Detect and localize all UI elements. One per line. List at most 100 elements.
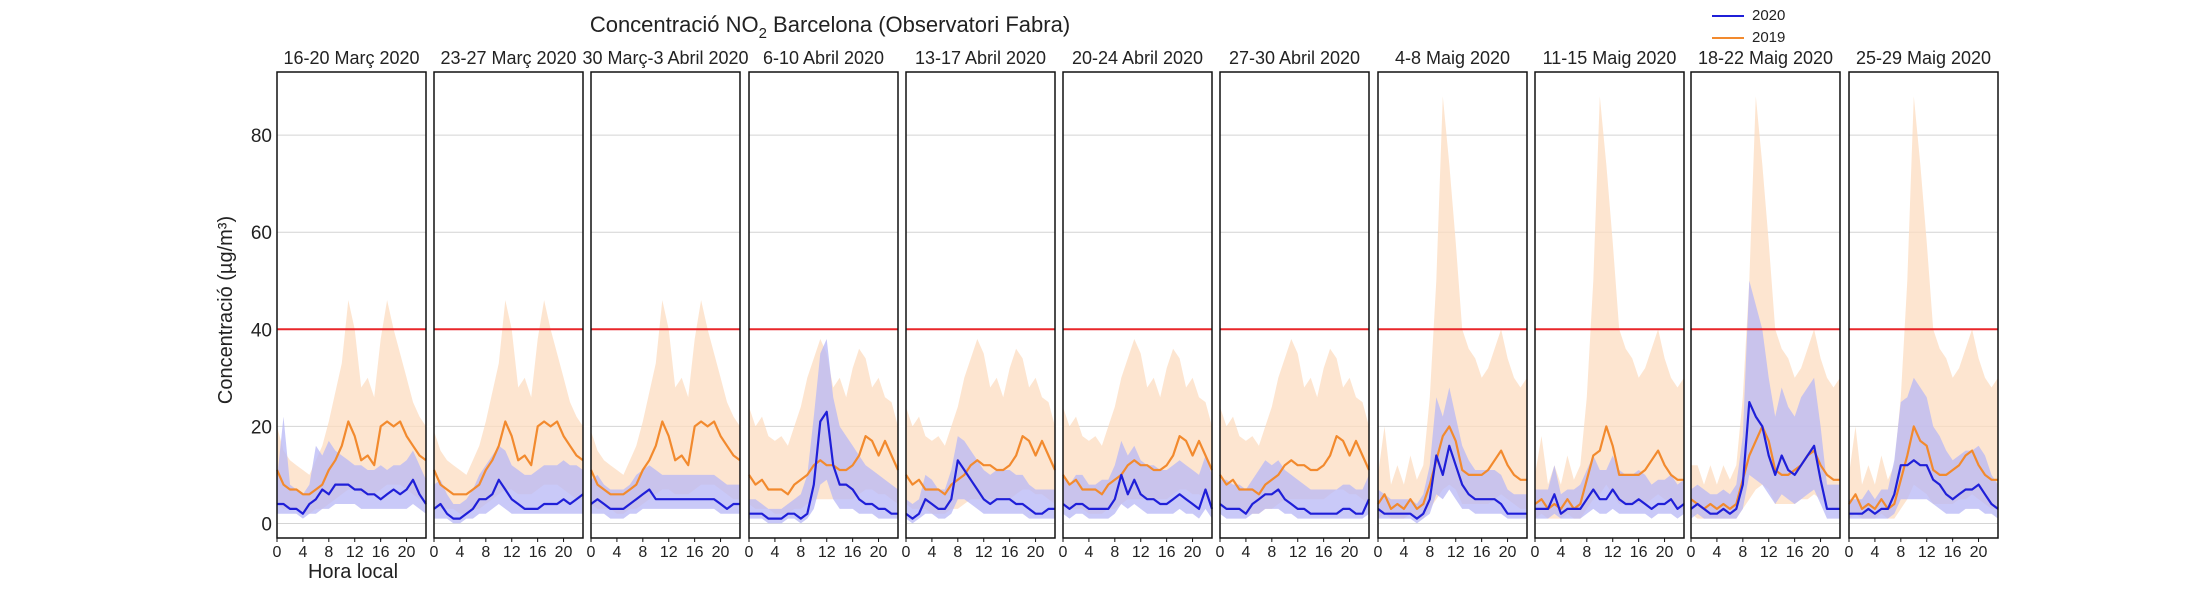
panel-frame [1848,71,1999,539]
band-2020 [1691,280,1840,519]
x-tick-label: 4 [1556,544,1565,561]
x-tick-label: 4 [298,544,307,561]
x-tick-label: 8 [1582,544,1591,561]
panel-title: 16-20 Març 2020 [283,48,419,68]
x-tick-label: 20 [555,544,573,561]
x-tick-label: 8 [796,544,805,561]
x-tick-label: 0 [1687,544,1696,561]
series-2020-line [1535,488,1685,515]
x-tick-label: 16 [1473,544,1491,561]
panel-frame [1062,71,1213,539]
panel: 16-20 Març 2020 0 4 8 12 16 20 [273,48,427,561]
band-2020 [1220,460,1369,519]
x-tick-label: 20 [1499,544,1517,561]
band-2020 [749,339,898,524]
panel-title: 11-15 Maig 2020 [1543,48,1677,68]
x-tick-label: 8 [1425,544,1434,561]
panel-title: 20-24 Abril 2020 [1072,48,1203,68]
panel: 20-24 Abril 2020 0 4 8 12 16 20 [1059,48,1214,561]
series-2019-line [275,420,427,496]
y-tick-label: 80 [251,126,272,147]
x-tick-label: 16 [529,544,547,561]
x-tick-label: 0 [273,544,282,561]
x-tick-label: 12 [975,544,993,561]
chart-title-subscript: 2 [759,25,767,42]
x-tick-label: 8 [638,544,647,561]
panel-frame [1377,71,1528,539]
legend: 2020 2019 [1712,7,1785,46]
panel-title: 4-8 Maig 2020 [1395,48,1510,68]
series-2020-line [277,478,427,515]
x-tick-label: 8 [1267,544,1276,561]
x-tick-label: 0 [902,544,911,561]
panel: 23-27 Març 2020 0 4 8 12 16 20 [430,48,584,561]
x-tick-label: 8 [324,544,333,561]
x-tick-label: 20 [870,544,888,561]
x-tick-label: 16 [1944,544,1962,561]
panel: 11-15 Maig 2020 0 4 8 12 16 20 [1531,48,1685,561]
x-tick-label: 16 [844,544,862,561]
x-tick-label: 4 [1399,544,1408,561]
x-tick-label: 20 [712,544,730,561]
x-tick-label: 8 [1738,544,1747,561]
legend-label-2020: 2020 [1752,7,1785,24]
x-tick-label: 0 [1845,544,1854,561]
x-tick-label: 12 [818,544,836,561]
band-2019 [1378,96,1527,519]
x-tick-label: 12 [1132,544,1150,561]
panel: 27-30 Abril 2020 0 4 8 12 16 20 [1216,48,1371,561]
series-2019-line [1377,425,1527,510]
series-2019-line [589,420,741,496]
panel-title: 6-10 Abril 2020 [763,48,884,68]
x-tick-label: 0 [1216,544,1225,561]
series-2020-line [749,410,898,520]
series-2019-line [748,435,900,496]
y-tick-label: 20 [251,417,272,438]
x-tick-label: 0 [1531,544,1540,561]
series-2019-line [1848,425,1998,510]
x-tick-label: 12 [1289,544,1307,561]
panel-title: 27-30 Abril 2020 [1229,48,1360,68]
panel-frame [748,71,899,539]
y-axis-label: Concentració (µg/m³) [215,216,237,404]
x-tick-label: 20 [398,544,416,561]
panel-title: 13-17 Abril 2020 [915,48,1046,68]
x-tick-label: 16 [1786,544,1804,561]
series-2020-line [1062,473,1214,510]
legend-label-2019: 2019 [1752,29,1785,46]
panel-title: 25-29 Maig 2020 [1856,48,1991,68]
band-2020 [1849,377,1998,519]
x-tick-label: 16 [1630,544,1648,561]
panel-frame [1219,71,1370,539]
panel: 13-17 Abril 2020 0 4 8 12 16 20 [902,48,1057,561]
band-2020 [1535,455,1684,519]
band-2019 [277,300,426,514]
band-2019 [1849,96,1998,519]
x-tick-label: 4 [770,544,779,561]
x-tick-label: 12 [1604,544,1622,561]
band-2019 [434,300,583,514]
x-tick-label: 16 [1158,544,1176,561]
series-2019-line [1219,435,1371,496]
band-2019 [1220,339,1369,514]
x-tick-label: 20 [1184,544,1202,561]
panel-frame [1690,71,1841,539]
x-tick-label: 8 [953,544,962,561]
x-tick-label: 8 [1110,544,1119,561]
x-tick-label: 12 [660,544,678,561]
x-tick-label: 4 [1870,544,1879,561]
chart-title-main: Concentració NO [590,12,759,37]
x-tick-label: 20 [1656,544,1674,561]
x-tick-label: 4 [1241,544,1250,561]
x-tick-label: 12 [1918,544,1936,561]
chart-title-suffix: Barcelona (Observatori Fabra) [767,12,1070,37]
x-tick-label: 8 [1896,544,1905,561]
chart-title: Concentració NO2 Barcelona (Observatori … [590,12,1070,42]
series-2020-line [1377,444,1527,520]
band-2019 [906,339,1055,514]
x-tick-label: 20 [1341,544,1359,561]
panel-frame [433,71,584,539]
series-2020-line [590,488,740,510]
